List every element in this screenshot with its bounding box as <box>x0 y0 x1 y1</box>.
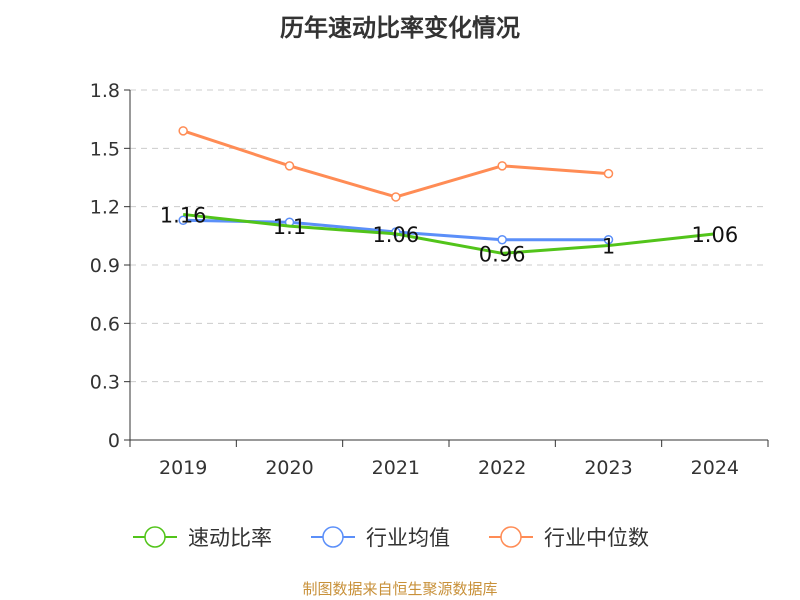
x-tick-label: 2023 <box>584 457 632 479</box>
y-tick-label: 0 <box>108 430 120 452</box>
data-label: 1 <box>602 235 615 259</box>
x-tick-label: 2020 <box>265 457 313 479</box>
series-marker <box>497 161 507 171</box>
series-marker <box>178 126 188 136</box>
series-line <box>182 129 609 199</box>
axes: 0 0.3 0.6 0.9 1.2 1.5 1.8 2019 2020 2021 2022 2023 2… <box>90 80 769 479</box>
series-marker <box>603 234 614 245</box>
legend-marker-circle <box>500 526 522 548</box>
data-label: 1.16 <box>160 203 207 227</box>
series-marker <box>603 168 614 179</box>
data-source-note: 制图数据来自恒生聚源数据库 <box>302 580 498 598</box>
chart-title: 历年速动比率变化情况 <box>280 14 520 42</box>
y-tick-label: 0.9 <box>90 255 120 277</box>
x-tick-label: 2019 <box>159 457 207 479</box>
x-tick-label: 2022 <box>478 457 526 479</box>
data-labels: 1.16 1.1 1.06 0.96 1 1.06 <box>160 203 738 266</box>
legend-marker-circle <box>144 526 166 548</box>
x-tick-label: 2021 <box>372 457 420 479</box>
series-marker <box>284 161 295 171</box>
data-label: 1.1 <box>273 215 306 239</box>
y-tick-label: 1.8 <box>90 80 120 102</box>
legend-item[interactable]: 速动比率 <box>188 526 272 550</box>
legend-item[interactable]: 行业均值 <box>366 526 450 550</box>
data-label: 0.96 <box>479 242 526 266</box>
grid-lines <box>130 89 768 383</box>
y-tick-label: 0.3 <box>90 372 120 394</box>
x-tick-label: 2024 <box>691 457 739 479</box>
series-group <box>178 126 715 255</box>
series-marker <box>391 192 401 202</box>
series-marker <box>178 215 188 226</box>
legend-item[interactable]: 行业中位数 <box>544 526 649 550</box>
legend[interactable]: 速动比率 行业均值 行业中位数 <box>133 526 649 550</box>
series-line <box>183 212 715 255</box>
series-marker <box>497 234 507 245</box>
y-tick-label: 0.6 <box>90 313 120 335</box>
y-tick-label: 1.2 <box>90 197 120 219</box>
data-label: 1.06 <box>691 223 738 247</box>
data-label: 1.06 <box>372 223 419 247</box>
legend-marker-circle <box>322 526 344 548</box>
y-tick-label: 1.5 <box>90 138 120 160</box>
